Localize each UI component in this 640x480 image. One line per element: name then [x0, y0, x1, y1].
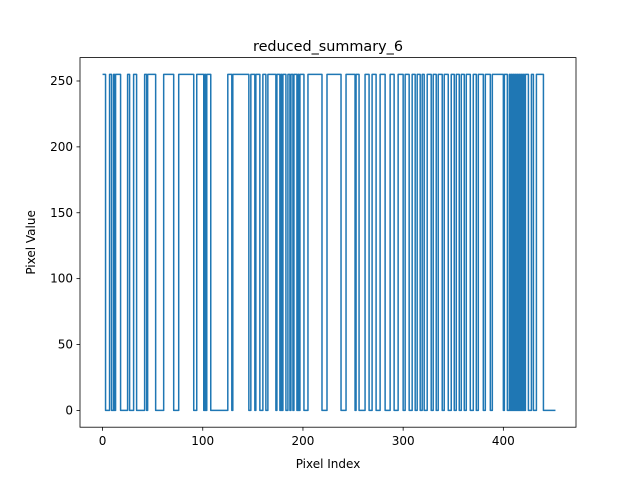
y-tick-label: 100	[50, 272, 73, 286]
y-tick-label: 0	[65, 403, 73, 417]
x-axis-ticks: 0 100 200 300 400	[99, 427, 515, 448]
x-tick-label: 100	[191, 434, 214, 448]
y-tick-label: 250	[50, 74, 73, 88]
chart-title: reduced_summary_6	[253, 39, 403, 55]
x-tick-label: 400	[492, 434, 515, 448]
series-line	[102, 73, 556, 412]
y-axis-label: Pixel Value	[24, 210, 38, 275]
y-axis-ticks: 0 50 100 150 200 250	[50, 74, 80, 417]
x-tick-label: 200	[291, 434, 314, 448]
y-tick-label: 150	[50, 206, 73, 220]
y-tick-label: 200	[50, 140, 73, 154]
x-axis-label: Pixel Index	[296, 457, 361, 471]
x-tick-label: 300	[392, 434, 415, 448]
axes-frame	[79, 57, 577, 428]
plot-area	[102, 73, 556, 412]
y-tick-label: 50	[58, 338, 73, 352]
x-tick-label: 0	[99, 434, 107, 448]
